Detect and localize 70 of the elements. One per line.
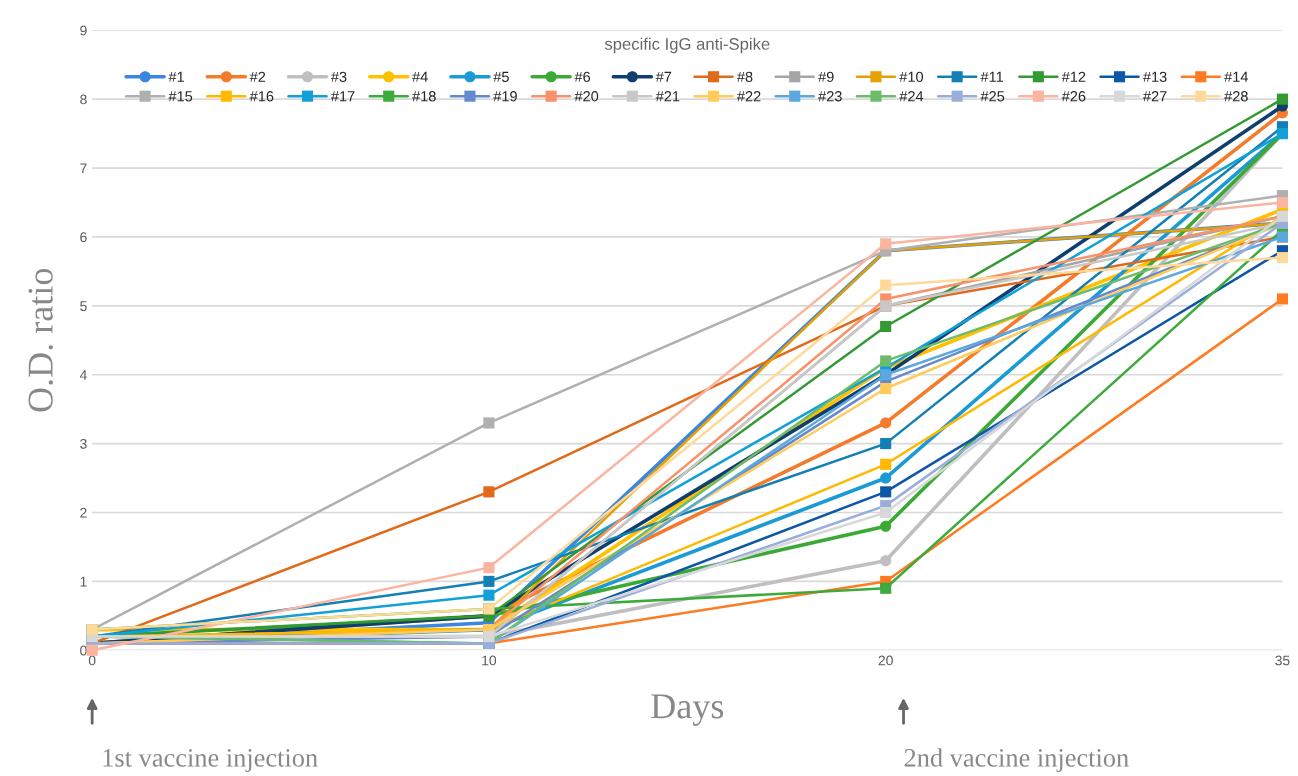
x-axis-title: Days — [651, 694, 724, 726]
text: 2nd vaccine injection — [904, 748, 1129, 773]
point — [880, 520, 892, 532]
point — [880, 438, 892, 450]
y-tick-label: 3 — [80, 438, 87, 449]
legend-label: #2 — [249, 71, 266, 82]
legend-label: #27 — [1142, 91, 1167, 102]
point — [483, 486, 495, 498]
point — [880, 382, 892, 395]
point — [880, 582, 892, 594]
point — [880, 320, 892, 333]
y-tick-label: 5 — [80, 301, 87, 311]
legend-label: #21 — [655, 91, 680, 102]
legend-label: #16 — [249, 91, 274, 102]
point — [880, 555, 892, 567]
legend-label: #28 — [1224, 91, 1248, 102]
legend-label: #6 — [574, 71, 591, 82]
point — [483, 589, 495, 601]
point — [880, 472, 892, 484]
legend-label: #7 — [655, 71, 672, 82]
x-tick-label: 35 — [1275, 655, 1290, 666]
point — [880, 279, 892, 291]
x-tick-label: 20 — [878, 655, 893, 666]
y-tick-label: 1 — [80, 576, 87, 587]
point — [483, 417, 495, 429]
legend-label: #11 — [980, 71, 1004, 82]
legend-label: #1 — [168, 71, 184, 82]
y-tick-label: 4 — [79, 370, 87, 380]
y-tick-label: 0 — [80, 645, 87, 656]
y-tick-label: 8 — [80, 94, 87, 105]
point — [880, 355, 892, 367]
legend-label: #5 — [493, 71, 509, 82]
point — [1276, 196, 1288, 209]
y-tick-label: 9 — [80, 25, 87, 36]
legend-label: #8 — [736, 71, 753, 82]
x-tick-label: 0 — [88, 655, 96, 666]
legend-label: #10 — [899, 71, 924, 82]
y-tick-label: 7 — [80, 163, 87, 174]
point — [1276, 293, 1288, 305]
y-tick-label: 6 — [80, 232, 87, 243]
legend-label: #18 — [412, 91, 436, 102]
legend-label: #3 — [330, 71, 347, 82]
legend-label: #22 — [736, 91, 761, 102]
point — [880, 486, 892, 498]
x-tick-label: 10 — [482, 655, 497, 666]
point — [483, 575, 495, 587]
legend-label: #15 — [168, 91, 193, 102]
point — [880, 238, 892, 250]
legend-label: #20 — [574, 91, 599, 102]
legend-label: #25 — [980, 91, 1005, 102]
point — [483, 562, 495, 574]
legend-label: #24 — [899, 91, 924, 102]
legend-label: #12 — [1061, 71, 1086, 82]
point — [1276, 93, 1288, 105]
legend-label: #23 — [818, 91, 842, 102]
point — [880, 458, 892, 470]
y-axis-title: O.D. ratio — [28, 268, 53, 412]
legend-label: #19 — [493, 91, 517, 102]
point — [1276, 252, 1288, 264]
chart-title: specific IgG anti-Spike — [604, 37, 770, 54]
point — [880, 506, 892, 519]
legend-label: #9 — [818, 71, 834, 82]
legend-label: #26 — [1061, 91, 1086, 102]
legend-label: #13 — [1142, 71, 1167, 82]
legend-label: #17 — [330, 91, 355, 102]
text: 1st vaccine injection — [103, 749, 318, 773]
y-tick-label: 2 — [80, 507, 87, 518]
legend-label: #4 — [412, 71, 428, 82]
point — [880, 417, 892, 429]
legend-label: #14 — [1224, 71, 1248, 82]
